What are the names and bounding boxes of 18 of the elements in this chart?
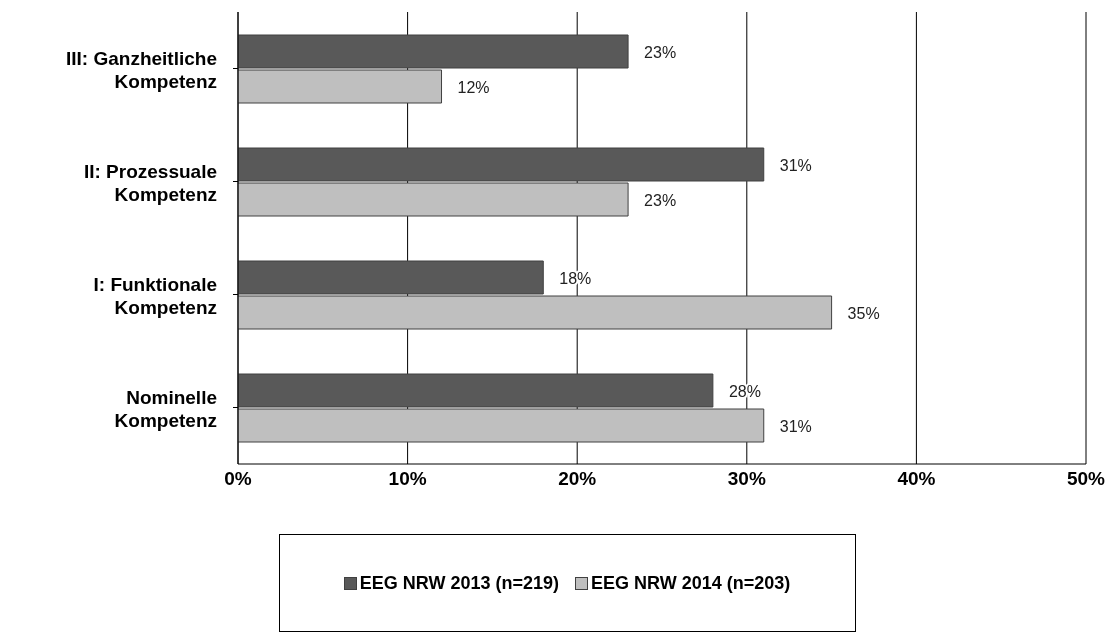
y-tick-label: II: Prozessuale Kompetenz bbox=[83, 160, 217, 205]
x-tick-label: 20% bbox=[558, 468, 597, 490]
x-tick-label: 0% bbox=[224, 468, 252, 490]
data-label: 23% bbox=[644, 191, 677, 209]
x-tick-label: 30% bbox=[727, 468, 766, 490]
data-label: 31% bbox=[779, 417, 812, 435]
x-tick-label: 50% bbox=[1066, 468, 1106, 490]
x-tick-label: 10% bbox=[388, 468, 427, 490]
data-label: 35% bbox=[847, 304, 880, 322]
y-tick-label: I: Funktionale Kompetenz bbox=[93, 273, 217, 318]
legend-label: EEG NRW 2013 (n=219) bbox=[358, 572, 559, 594]
data-label: 12% bbox=[457, 78, 490, 96]
data-label: 23% bbox=[644, 43, 677, 61]
y-tick-label: III: Ganzheitliche Kompetenz bbox=[66, 47, 217, 92]
data-label: 31% bbox=[779, 156, 812, 174]
legend-label: EEG NRW 2014 (n=203) bbox=[590, 572, 791, 594]
x-tick-label: 40% bbox=[897, 468, 936, 490]
y-tick-label: Nominelle Kompetenz bbox=[114, 386, 217, 431]
